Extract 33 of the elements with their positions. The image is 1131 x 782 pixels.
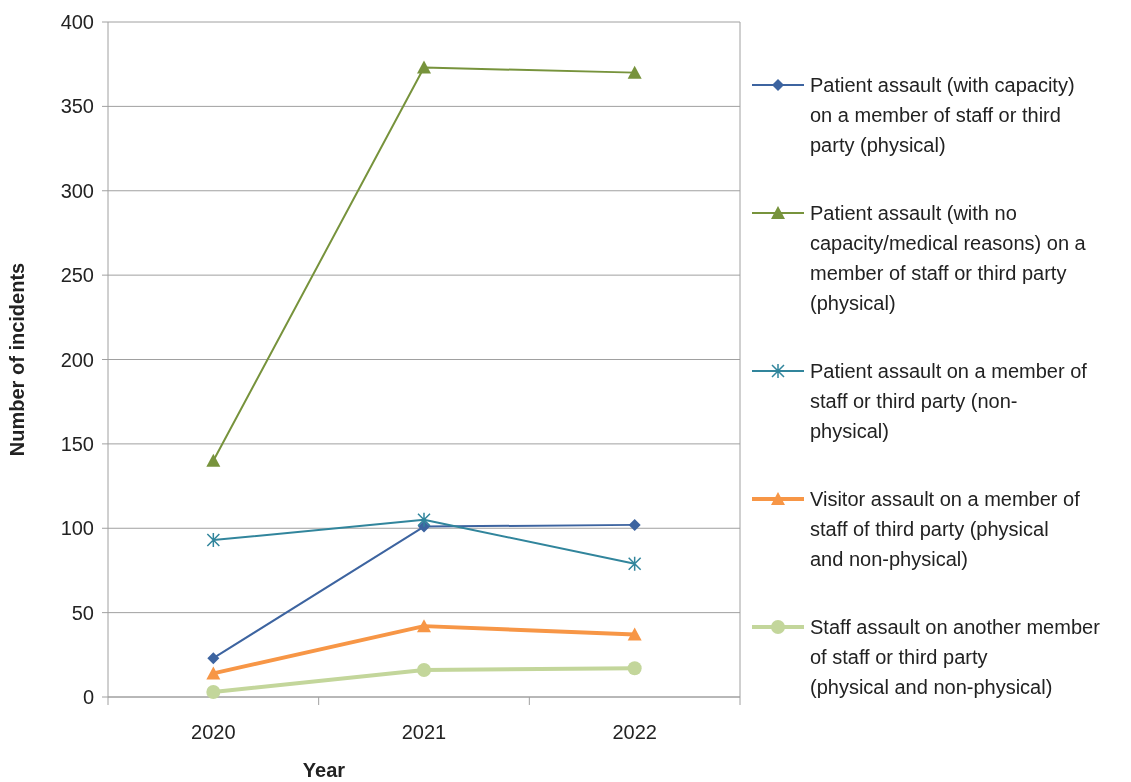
- x-axis-title: Year: [302, 759, 346, 781]
- point: [627, 555, 642, 572]
- point: [207, 652, 220, 665]
- y-tick-label: 400: [60, 11, 94, 33]
- point: [417, 60, 431, 74]
- point: [206, 453, 221, 467]
- legend-label: Visitor assault on a member of staff of third party (physical and non-physical): [810, 488, 1081, 570]
- x-tick-label: 2022: [612, 721, 657, 743]
- x-tick-label: 2020: [191, 721, 236, 743]
- point: [417, 512, 431, 528]
- legend-label: Staff assault on another member of staff or third party (physical and non-physical): [810, 616, 1101, 698]
- legend-label: Patient assault (with no capacity/medical reasons) on a member of staff or third party (physical): [810, 202, 1087, 314]
- y-tick-label: 250: [60, 264, 94, 287]
- legend-label: Patient assault (with capacity) on a member of staff or third party (physical): [810, 74, 1075, 156]
- x-tick-label: 2021: [401, 721, 447, 743]
- y-tick-label: 200: [60, 348, 94, 371]
- y-tick-label: 0: [82, 686, 94, 708]
- point: [206, 684, 221, 699]
- point: [627, 627, 642, 641]
- legend-label: Patient assault on a member of staff or third party (non-physical): [810, 360, 1088, 442]
- point: [417, 619, 431, 633]
- point: [627, 65, 642, 79]
- point: [627, 661, 642, 676]
- y-axis-title: Number of incidents: [6, 262, 28, 457]
- y-tick-label: 300: [60, 179, 94, 202]
- point: [206, 666, 221, 680]
- y-tick-label: 150: [60, 432, 94, 455]
- point: [417, 663, 431, 677]
- y-tick-label: 50: [71, 601, 94, 624]
- y-tick-label: 350: [60, 95, 94, 118]
- point: [628, 518, 641, 531]
- y-tick-label: 100: [60, 517, 94, 540]
- point: [206, 532, 221, 548]
